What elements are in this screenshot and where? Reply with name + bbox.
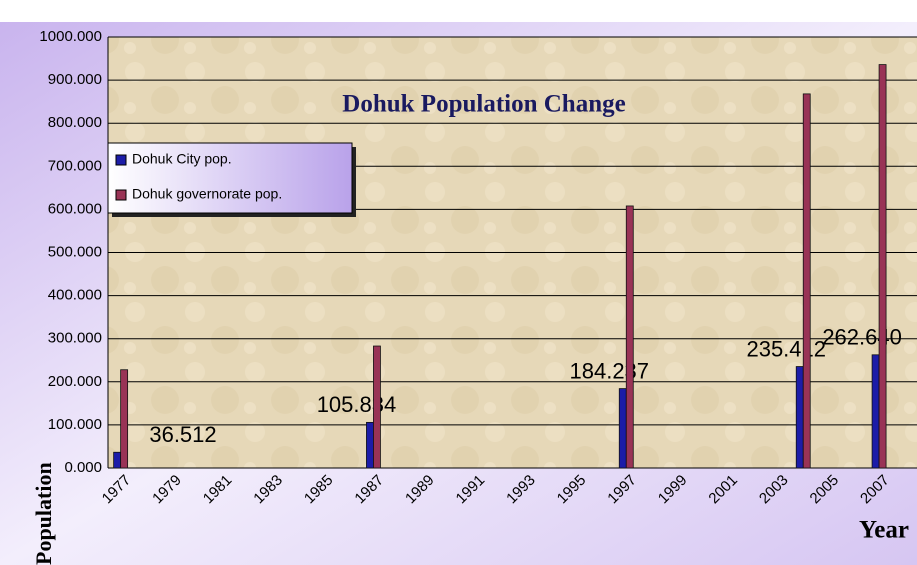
bar [802, 93, 811, 469]
y-axis-label: Population [31, 462, 56, 565]
data-label: 184.237 [570, 358, 650, 383]
y-tick-label: 100.000 [48, 416, 102, 433]
y-tick-label: 0.000 [64, 459, 102, 476]
bar [373, 345, 381, 469]
legend-label: Dohuk City pop. [132, 151, 232, 167]
data-label: 235.412 [746, 336, 826, 361]
y-tick-label: 600.000 [48, 200, 102, 217]
y-tick-label: 1000.000 [39, 28, 102, 45]
bar [871, 354, 880, 469]
bar [618, 388, 627, 469]
bar [878, 64, 887, 469]
bar [625, 205, 634, 469]
y-tick-label: 700.000 [48, 157, 102, 174]
bar [795, 366, 804, 469]
bar [366, 421, 374, 469]
legend-label: Dohuk governorate pop. [132, 186, 282, 202]
data-label: 262.640 [822, 325, 902, 350]
bar [113, 451, 122, 469]
x-axis-label: Year [859, 517, 909, 544]
y-tick-label: 500.000 [48, 243, 102, 260]
bar [120, 369, 129, 469]
legend [107, 142, 353, 214]
y-tick-label: 800.000 [48, 114, 102, 131]
chart-title: Dohuk Population Change [342, 91, 625, 118]
data-label: 105.834 [317, 392, 397, 417]
y-tick-label: 900.000 [48, 71, 102, 88]
y-tick-label: 400.000 [48, 287, 102, 304]
legend-swatch [115, 189, 127, 201]
data-label: 36.512 [149, 422, 216, 447]
y-tick-label: 300.000 [48, 330, 102, 347]
legend-swatch [115, 154, 127, 166]
y-tick-label: 200.000 [48, 373, 102, 390]
